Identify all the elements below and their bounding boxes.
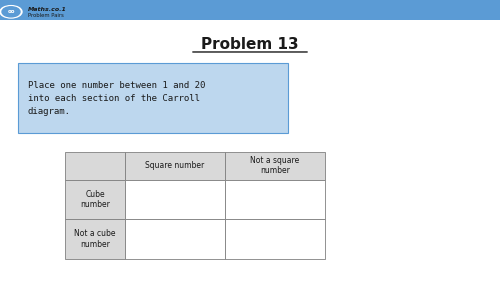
- FancyBboxPatch shape: [125, 180, 225, 219]
- FancyBboxPatch shape: [0, 0, 500, 20]
- Text: Problem Pairs: Problem Pairs: [28, 13, 64, 18]
- Text: Problem 13: Problem 13: [201, 37, 299, 53]
- Text: Place one number between 1 and 20
into each section of the Carroll
diagram.: Place one number between 1 and 20 into e…: [28, 81, 205, 116]
- Text: Maths.co.1: Maths.co.1: [28, 7, 66, 12]
- Text: oo: oo: [7, 9, 15, 14]
- Text: Not a cube
number: Not a cube number: [74, 229, 116, 249]
- Circle shape: [2, 7, 20, 17]
- FancyBboxPatch shape: [125, 219, 225, 259]
- Text: Cube
number: Cube number: [80, 190, 110, 209]
- FancyBboxPatch shape: [125, 152, 225, 180]
- FancyBboxPatch shape: [65, 152, 125, 180]
- FancyBboxPatch shape: [18, 63, 287, 133]
- Circle shape: [0, 6, 22, 18]
- FancyBboxPatch shape: [225, 180, 325, 219]
- FancyBboxPatch shape: [65, 180, 125, 219]
- FancyBboxPatch shape: [225, 219, 325, 259]
- FancyBboxPatch shape: [225, 152, 325, 180]
- Text: Square number: Square number: [146, 161, 204, 170]
- Text: Not a square
number: Not a square number: [250, 156, 300, 176]
- FancyBboxPatch shape: [65, 219, 125, 259]
